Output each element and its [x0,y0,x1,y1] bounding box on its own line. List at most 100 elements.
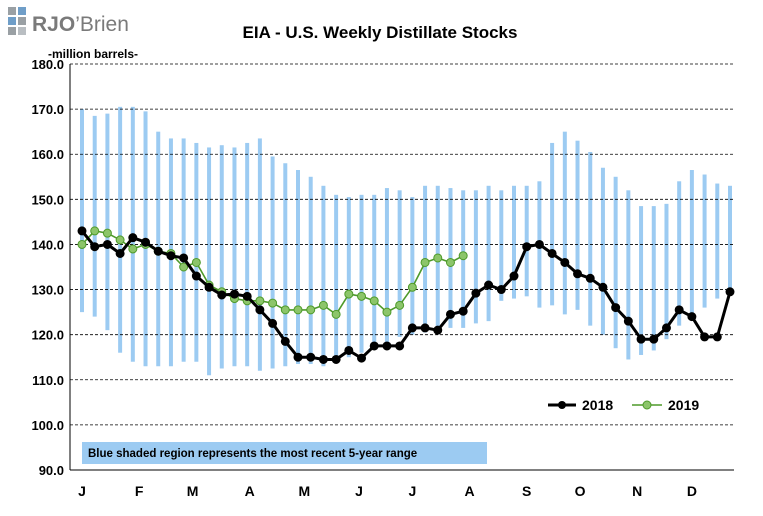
point-2019 [255,296,265,306]
legend-label-2018: 2018 [582,397,613,413]
range-bar [232,147,237,367]
range-bar [702,174,707,308]
point-2018 [128,233,138,243]
point-2018 [598,282,608,292]
range-bar [384,188,389,344]
range-bar [486,185,491,322]
point-2018 [331,354,341,364]
range-bar [550,142,555,306]
range-bar [677,181,682,326]
point-2018 [357,353,367,363]
point-2018 [77,226,87,236]
point-2018 [585,273,595,283]
point-2018 [547,248,557,258]
range-bar [499,190,504,301]
range-bar [207,147,212,376]
point-2018 [255,305,265,315]
point-2018 [217,290,227,300]
x-tick-label: A [464,483,474,499]
point-2018 [445,309,455,319]
point-2018 [382,341,392,351]
range-bar [105,113,110,331]
point-2018 [153,246,163,256]
point-2018 [636,334,646,344]
point-2019 [280,305,290,315]
point-2018 [725,287,735,297]
logo-text-light: Brien [80,13,129,36]
range-bar [270,156,275,369]
point-2019 [306,305,316,315]
range-bar [524,185,529,297]
y-tick-label: 150.0 [31,192,64,207]
point-2018 [522,242,532,252]
legend: 2018 2019 [548,397,699,413]
range-bar [448,188,453,328]
chart-title: EIA - U.S. Weekly Distillate Stocks [243,23,518,42]
point-2018 [623,316,633,326]
point-2018 [229,289,239,299]
range-note-text: Blue shaded region represents the most r… [88,448,417,460]
point-2019 [420,257,430,267]
point-2019 [102,228,112,238]
point-2018 [306,352,316,362]
point-2019 [369,296,379,306]
point-2018 [191,271,201,281]
range-bar [181,138,186,362]
range-note-box [82,442,487,464]
range-bar [245,142,250,367]
y-tick-label: 120.0 [31,328,64,343]
x-tick-label: N [632,483,642,499]
range-bar [600,167,605,335]
point-2018 [458,306,468,316]
y-tick-label: 130.0 [31,283,64,298]
point-2018 [534,239,544,249]
point-2018 [407,323,417,333]
point-2019 [357,291,367,301]
point-2018 [661,323,671,333]
point-2019 [318,300,328,310]
point-2018 [166,251,176,261]
range-bar [651,206,656,351]
range-bar [308,176,313,364]
point-2019 [128,244,138,254]
series-line-2018 [80,229,732,361]
y-tick-label: 180.0 [31,57,64,72]
point-2018 [484,280,494,290]
point-2018 [560,257,570,267]
point-2019 [458,251,468,261]
range-bar [473,190,478,324]
unit-label: -million barrels- [48,47,138,61]
range-bar [512,185,516,299]
logo-apostrophe: ’ [75,13,80,36]
point-2018 [318,354,328,364]
range-bar [588,151,593,326]
range-bar [194,142,199,362]
range-bar [80,109,84,313]
x-tick-label: S [522,483,531,499]
point-2019 [293,305,303,315]
point-2018 [344,345,354,355]
point-2018 [496,285,506,295]
point-2018 [700,332,710,342]
point-2018 [179,253,189,263]
logo-text-bold: RJO [32,13,75,36]
range-bar [728,185,732,295]
point-2018 [204,282,214,292]
y-tick-label: 100.0 [31,418,64,433]
point-2019 [90,226,100,236]
range-bar [562,131,567,315]
point-2018 [611,303,621,313]
point-2019 [344,289,354,299]
series-2018 [77,226,735,364]
point-2018 [573,269,583,279]
y-tick-label: 170.0 [31,102,64,117]
x-tick-label: M [187,483,199,499]
range-bar [626,190,631,360]
point-2018 [687,312,697,322]
x-tick-label: J [355,483,363,499]
range-bar [321,185,326,367]
y-tick-label: 160.0 [31,147,64,162]
point-2018 [471,288,481,298]
point-2018 [141,237,151,247]
